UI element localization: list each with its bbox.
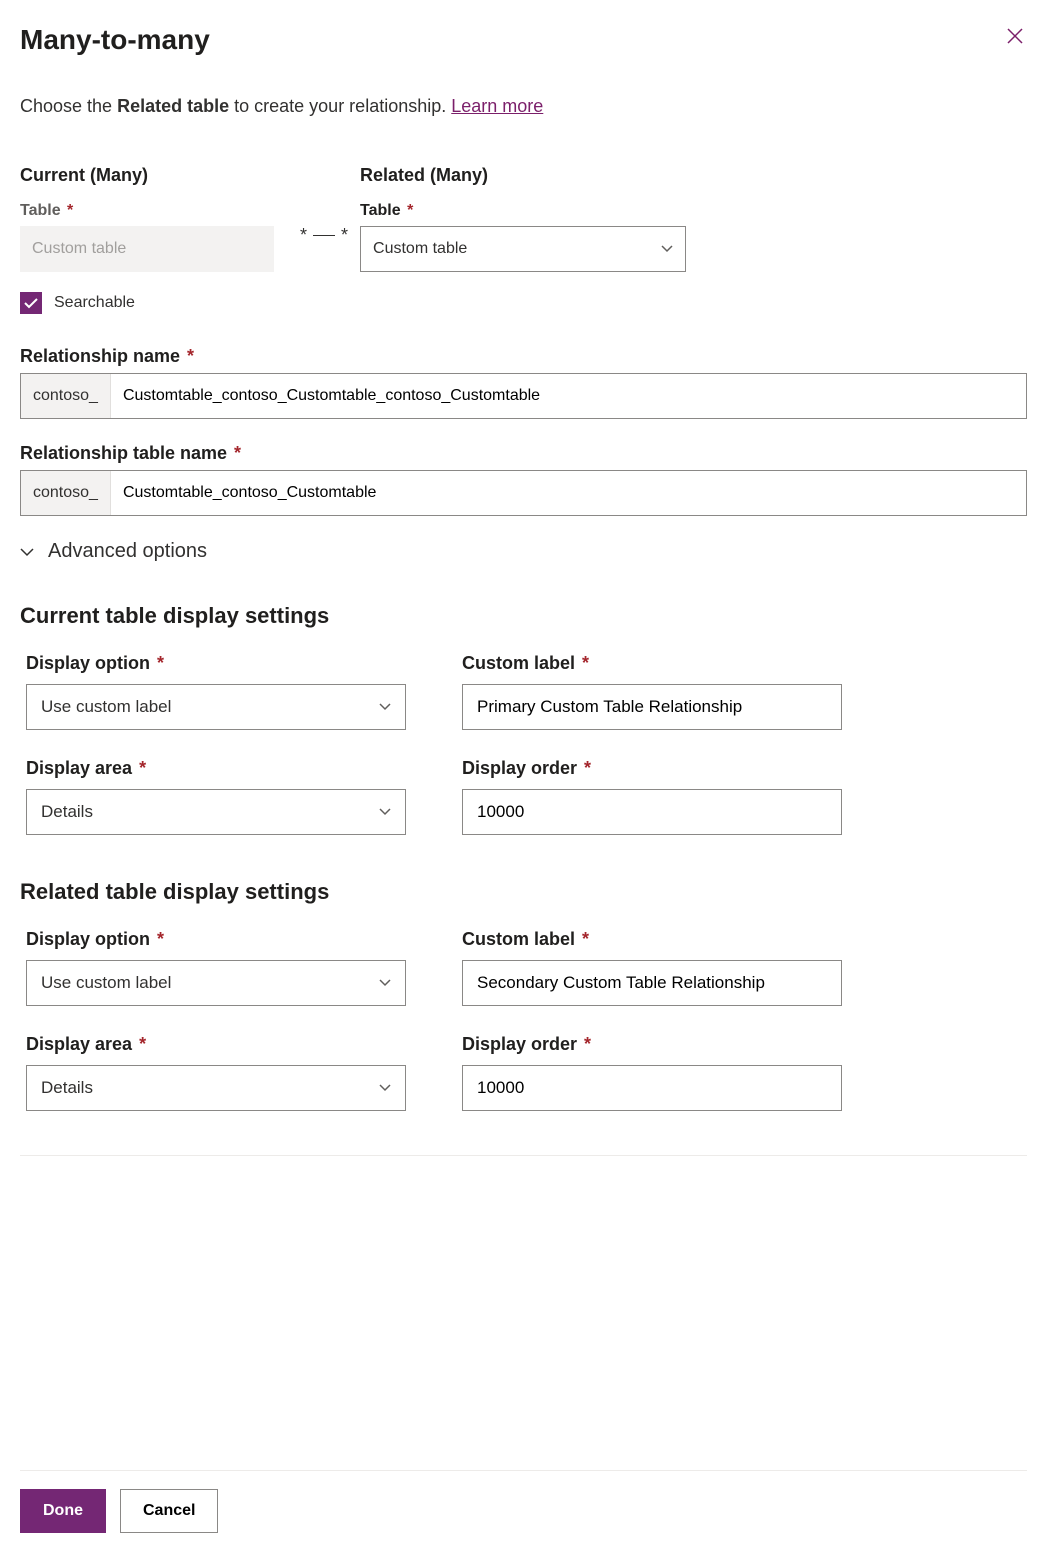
related-display-order-input[interactable] (462, 1065, 842, 1111)
current-table-input: Custom table (20, 226, 274, 272)
relationship-name-input[interactable] (111, 374, 1026, 418)
many-to-many-connector: * * (294, 225, 354, 246)
intro-bold: Related table (117, 96, 229, 116)
related-display-option-label: Display option * (26, 929, 406, 950)
relationship-table-name-field[interactable]: contoso_ (20, 470, 1027, 516)
relationship-name-field[interactable]: contoso_ (20, 373, 1027, 419)
relationship-table-name-label: Relationship table name * (20, 443, 1027, 464)
related-table-value: Custom table (373, 240, 467, 258)
related-table-select[interactable]: Custom table (360, 226, 686, 272)
relationship-name-label: Relationship name * (20, 346, 1027, 367)
section-divider (20, 1155, 1027, 1156)
intro-text: Choose the Related table to create your … (20, 96, 1027, 117)
relationship-name-prefix: contoso_ (21, 374, 111, 418)
related-display-option-select[interactable]: Use custom label (26, 960, 406, 1006)
learn-more-link[interactable]: Learn more (451, 96, 543, 116)
current-display-order-input[interactable] (462, 789, 842, 835)
relationship-table-name-input[interactable] (111, 471, 1026, 515)
chevron-down-icon (379, 805, 391, 819)
related-display-area-label: Display area * (26, 1034, 406, 1055)
relationship-table-name-prefix: contoso_ (21, 471, 111, 515)
cancel-button[interactable]: Cancel (120, 1489, 218, 1533)
current-display-area-label: Display area * (26, 758, 406, 779)
chevron-down-icon (379, 1081, 391, 1095)
related-display-area-select[interactable]: Details (26, 1065, 406, 1111)
dialog-footer: Done Cancel (20, 1470, 1027, 1533)
current-display-order-label: Display order * (462, 758, 842, 779)
related-heading: Related (Many) (360, 165, 686, 186)
current-custom-label-input[interactable] (462, 684, 842, 730)
current-table-label: Table * (20, 202, 294, 220)
advanced-options-toggle[interactable]: Advanced options (20, 540, 1027, 563)
related-custom-label-label: Custom label * (462, 929, 842, 950)
chevron-down-icon (379, 700, 391, 714)
related-custom-label-input[interactable] (462, 960, 842, 1006)
related-settings-heading: Related table display settings (20, 879, 1027, 905)
intro-prefix: Choose the (20, 96, 117, 116)
chevron-down-icon (661, 242, 673, 256)
current-heading: Current (Many) (20, 165, 294, 186)
current-display-option-label: Display option * (26, 653, 406, 674)
current-custom-label-label: Custom label * (462, 653, 842, 674)
current-display-area-select[interactable]: Details (26, 789, 406, 835)
searchable-checkbox[interactable] (20, 292, 42, 314)
chevron-down-icon (379, 976, 391, 990)
related-table-label: Table * (360, 202, 686, 220)
close-icon[interactable] (1003, 24, 1027, 53)
current-settings-heading: Current table display settings (20, 603, 1027, 629)
searchable-label: Searchable (54, 294, 135, 312)
intro-suffix: to create your relationship. (229, 96, 451, 116)
current-display-option-select[interactable]: Use custom label (26, 684, 406, 730)
related-display-order-label: Display order * (462, 1034, 842, 1055)
chevron-down-icon (20, 540, 34, 563)
advanced-options-label: Advanced options (48, 540, 207, 563)
done-button[interactable]: Done (20, 1489, 106, 1533)
dialog-title: Many-to-many (20, 24, 210, 56)
